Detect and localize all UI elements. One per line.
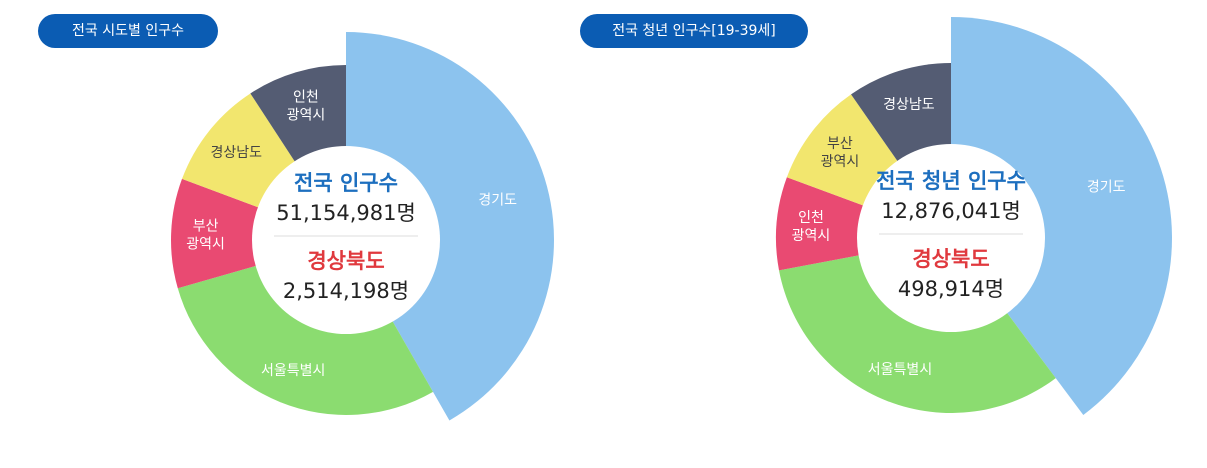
slice-label: 서울특별시: [261, 363, 325, 379]
total-value: 12,876,041명: [881, 199, 1021, 223]
total-label: 전국 청년 인구수: [876, 169, 1026, 193]
slice-label: 서울특별시: [868, 362, 932, 378]
highlight-label: 경상북도: [307, 249, 384, 273]
slice-label: 경상남도: [883, 97, 935, 113]
chart-title-badge: 전국 시도별 인구수: [38, 14, 218, 48]
slice-label: 인천: [798, 210, 824, 226]
slice-label: 인천: [293, 89, 319, 105]
highlight-label: 경상북도: [912, 247, 989, 271]
chart-panel-total: 경기도 서울특별시 부산 광역시 경상남도 인천 광역시 전국 인구수 51,154,981명 경…: [0, 0, 600, 468]
pie-slice: [951, 17, 1172, 416]
center-disc: [252, 146, 440, 334]
total-value: 51,154,981명: [276, 201, 416, 225]
slice-label: 부산: [827, 136, 853, 152]
slice-label: 경기도: [478, 193, 517, 209]
slice-label: 부산: [193, 219, 219, 235]
chart-panel-youth: 경기도 서울특별시 인천 광역시 부산 광역시 경상남도 전국 청년 인구수 12,876,04…: [560, 0, 1207, 468]
slice-label: 광역시: [821, 154, 860, 170]
center-disc: [857, 144, 1045, 332]
slice-label: 경기도: [1087, 179, 1126, 195]
highlight-value: 498,914명: [898, 277, 1004, 301]
slice-label: 광역시: [186, 237, 225, 253]
total-label: 전국 인구수: [294, 171, 398, 195]
slice-label: 광역시: [792, 228, 831, 244]
slice-label: 광역시: [287, 107, 326, 123]
pie-slice: [346, 32, 555, 421]
highlight-value: 2,514,198명: [283, 279, 409, 303]
slice-label: 경상남도: [211, 145, 263, 161]
chart-title-badge: 전국 청년 인구수[19-39세]: [580, 14, 808, 48]
